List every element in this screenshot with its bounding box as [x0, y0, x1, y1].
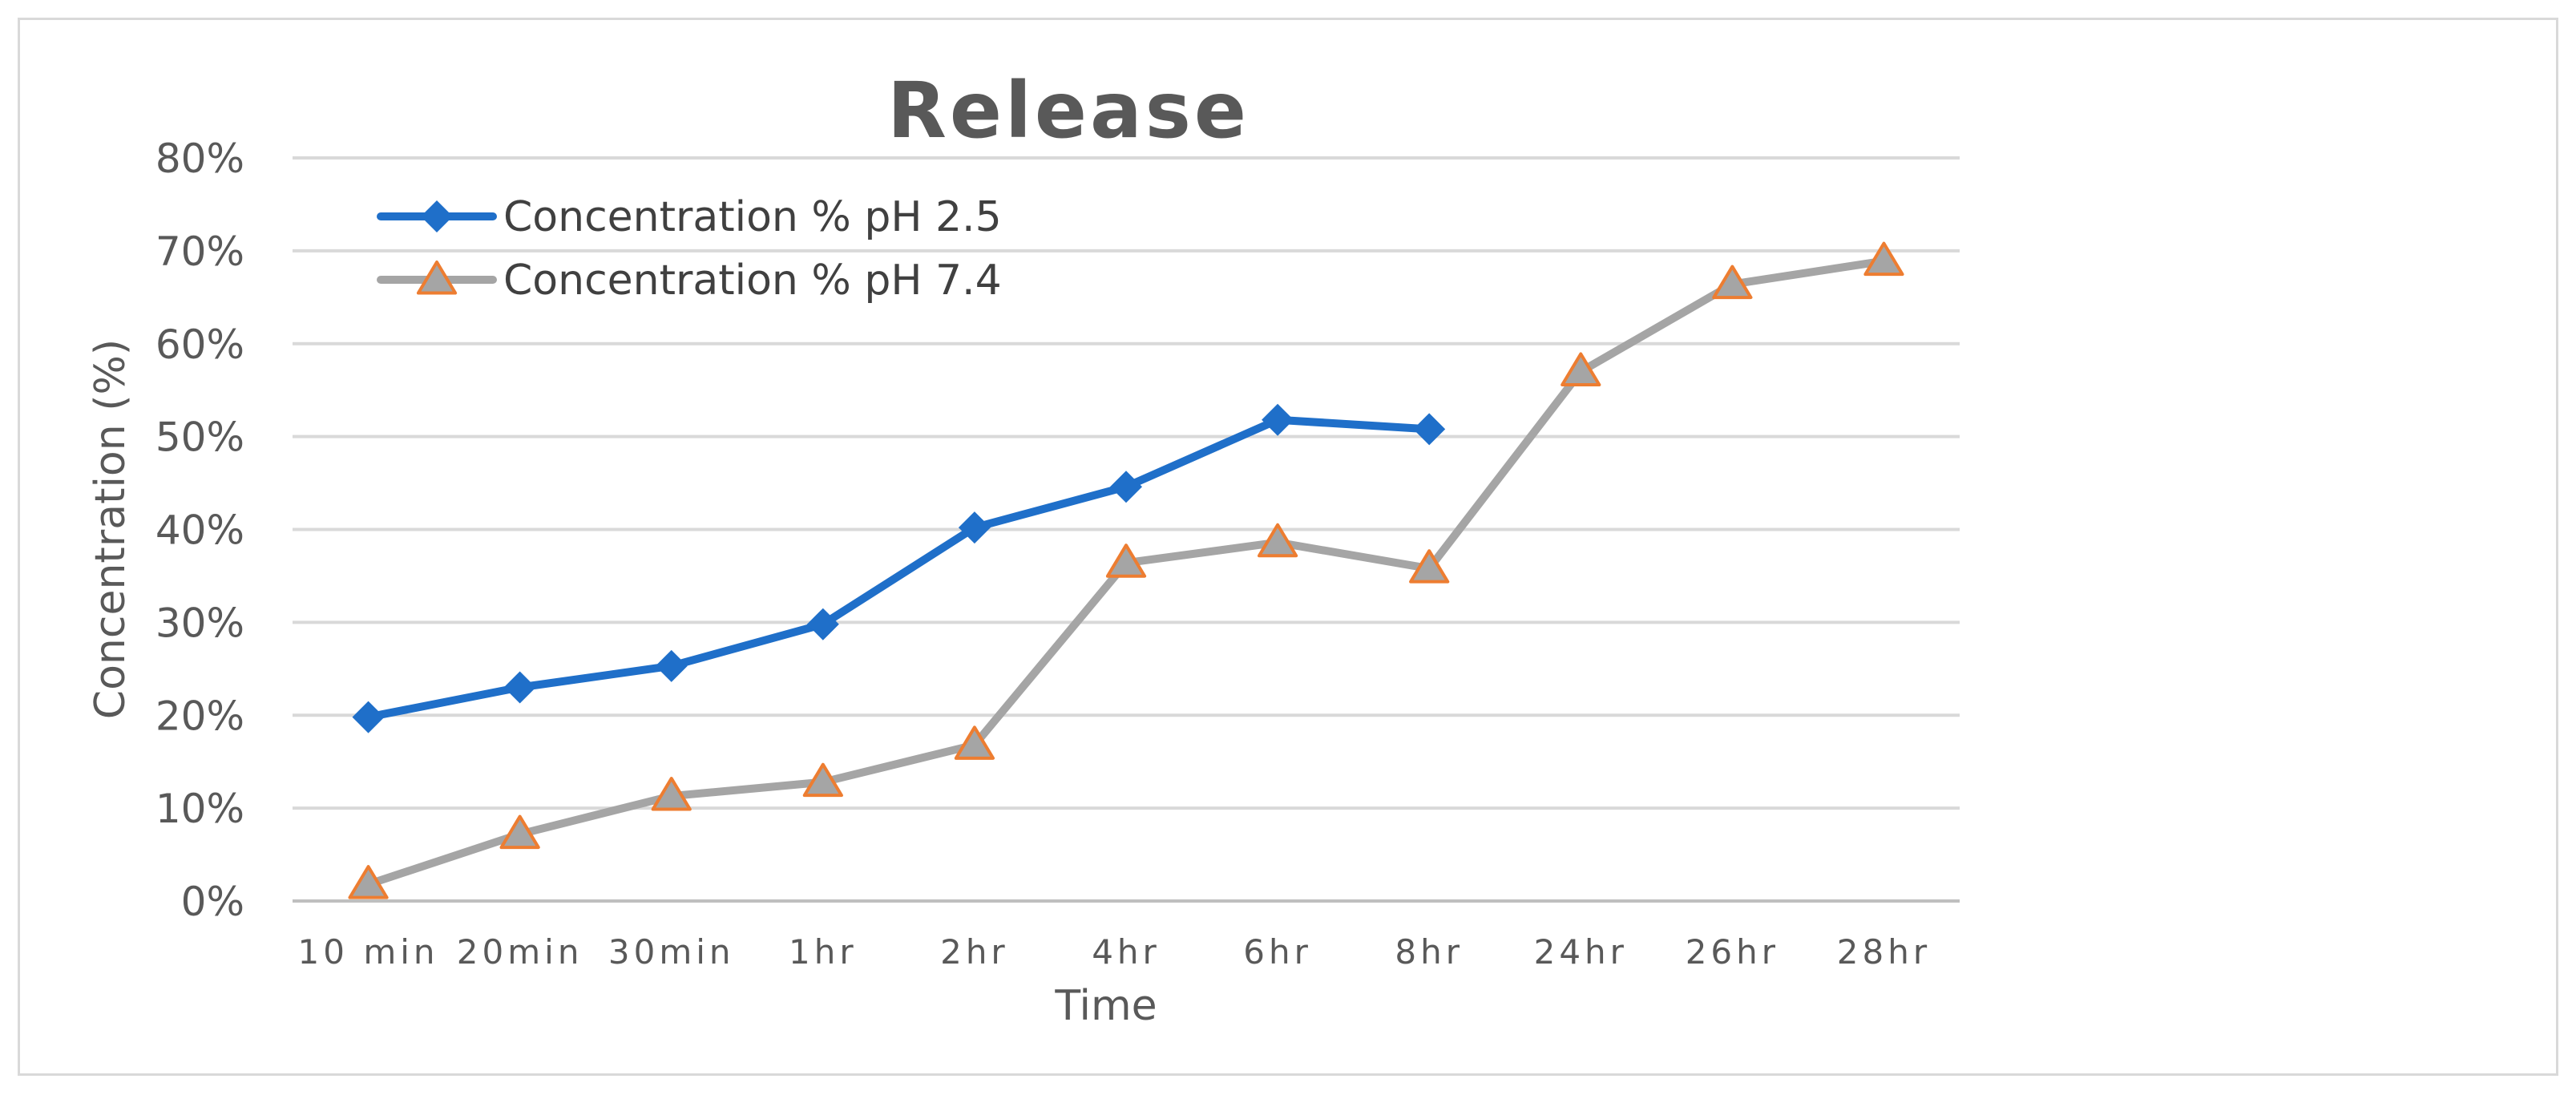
x-tick-label: 24hr: [1534, 932, 1628, 972]
data-point-triangle: [651, 777, 692, 811]
legend-item: Concentration % pH 7.4: [377, 257, 1002, 305]
legend-item: Concentration % pH 2.5: [377, 193, 1002, 241]
series-2: [348, 241, 1904, 899]
y-tick-label: 80%: [155, 135, 244, 182]
y-tick-label: 20%: [155, 693, 244, 739]
x-tick-label: 4hr: [1092, 932, 1161, 972]
data-point-triangle: [1257, 523, 1298, 558]
x-tick-label: 10 min: [298, 932, 439, 972]
y-tick-label: 60%: [155, 321, 244, 368]
legend-label: Concentration % pH 2.5: [503, 193, 1002, 241]
gridlines: [293, 156, 1960, 903]
data-point-diamond: [1110, 471, 1142, 503]
series-layer: [348, 241, 1904, 899]
y-tick-label: 10%: [155, 786, 244, 832]
y-tick-label: 0%: [181, 879, 244, 925]
legend-marker-triangle: [416, 261, 458, 295]
data-point-triangle: [1409, 549, 1450, 584]
data-point-triangle: [1863, 241, 1904, 277]
data-point-diamond: [352, 701, 385, 733]
series-1: [352, 403, 1446, 733]
x-tick-label: 26hr: [1686, 932, 1779, 972]
x-tick-label: 8hr: [1395, 932, 1464, 972]
x-tick-label: 1hr: [789, 932, 858, 972]
series-line: [364, 415, 1434, 721]
x-tick-label: 28hr: [1837, 932, 1931, 972]
chart-title: Release: [887, 66, 1250, 156]
legend-marker-diamond: [421, 200, 453, 232]
data-point-diamond: [958, 511, 991, 544]
data-point-triangle: [954, 725, 995, 760]
y-axis-label: Concentration (%): [87, 339, 135, 719]
legend: Concentration % pH 2.5 Concentration % pH…: [377, 193, 1002, 305]
x-tick-label: 20min: [457, 932, 583, 972]
data-point-diamond: [1262, 403, 1294, 436]
data-point-diamond: [655, 649, 688, 682]
y-tick-label: 70%: [155, 228, 244, 275]
data-point-triangle: [1712, 265, 1753, 300]
data-point-diamond: [806, 608, 839, 640]
x-axis-label: Time: [1054, 982, 1157, 1030]
x-tick-label: 2hr: [940, 932, 1009, 972]
legend-label: Concentration % pH 7.4: [503, 257, 1002, 305]
data-point-triangle: [499, 814, 540, 850]
y-axis-ticks: 0% 10% 20% 30% 40% 50% 60% 70% 80%: [155, 135, 244, 925]
x-tick-label: 30min: [608, 932, 735, 972]
data-point-diamond: [503, 671, 536, 704]
data-point-diamond: [1413, 413, 1446, 446]
data-point-triangle: [802, 762, 843, 798]
data-point-triangle: [1561, 352, 1601, 387]
x-tick-label: 6hr: [1243, 932, 1312, 972]
y-tick-label: 30%: [155, 600, 244, 646]
y-tick-label: 40%: [155, 507, 244, 554]
x-axis-ticks: 10 min 20min 30min 1hr 2hr 4hr 6hr 8hr 24hr 26hr 2…: [298, 932, 1931, 972]
data-point-triangle: [1105, 543, 1147, 578]
data-point-triangle: [348, 865, 389, 899]
y-tick-label: 50%: [155, 414, 244, 461]
